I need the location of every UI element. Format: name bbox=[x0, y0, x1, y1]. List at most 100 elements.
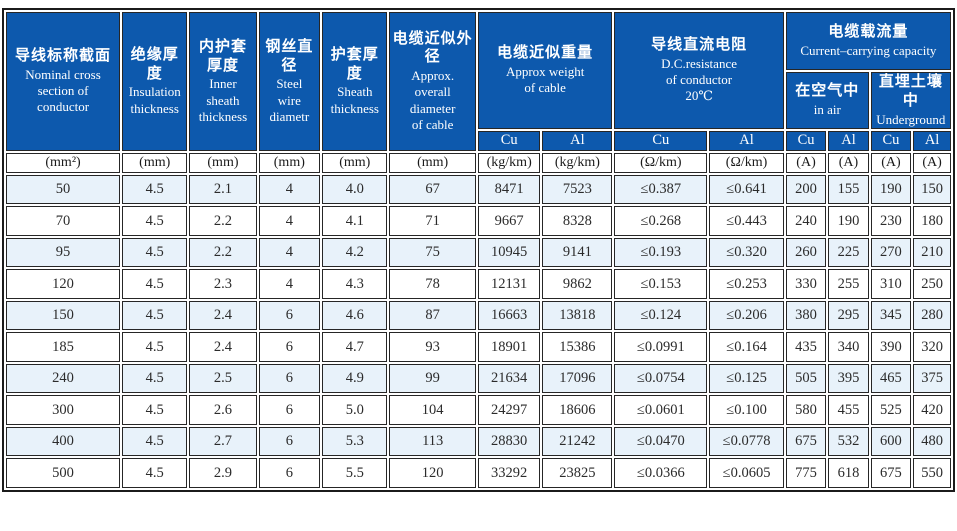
unit-cell-a: (A) bbox=[828, 152, 869, 173]
table-cell: 4.5 bbox=[122, 458, 188, 488]
table-cell: 2.2 bbox=[189, 206, 257, 236]
table-cell: 155 bbox=[828, 174, 869, 205]
table-cell: 9667 bbox=[477, 206, 541, 236]
col-header-steel-wire-diameter: 钢丝直径 Steel wire diametr bbox=[258, 12, 321, 151]
table-cell: ≤0.387 bbox=[614, 174, 708, 205]
table-cell: 8328 bbox=[542, 206, 613, 236]
table-cell: 4.5 bbox=[122, 237, 188, 268]
table-cell: 435 bbox=[785, 332, 827, 362]
col-header-insulation-zh: 绝缘厚度 bbox=[130, 46, 179, 82]
table-cell: 260 bbox=[785, 237, 827, 268]
table-cell: 185 bbox=[6, 332, 121, 362]
table-cell: 455 bbox=[828, 395, 869, 425]
table-row: 400 4.5 2.7 6 5.3 113 28830 21242 ≤0.0470 ≤0.0778… bbox=[6, 426, 951, 457]
table-cell: 12131 bbox=[477, 269, 541, 299]
table-cell: 2.4 bbox=[189, 300, 257, 331]
table-cell: 550 bbox=[913, 458, 951, 488]
table-cell: 390 bbox=[870, 332, 912, 362]
table-cell: 150 bbox=[913, 174, 951, 205]
table-cell: ≤0.443 bbox=[709, 206, 784, 236]
table-cell: 330 bbox=[785, 269, 827, 299]
col-header-sheath-en: Sheath thickness bbox=[330, 84, 379, 116]
col-header-sheath-thickness: 护套厚度 Sheath thickness bbox=[322, 12, 388, 151]
table-cell: 4.1 bbox=[322, 206, 388, 236]
table-cell: 225 bbox=[828, 237, 869, 268]
table-cell: 9862 bbox=[542, 269, 613, 299]
table-row: 150 4.5 2.4 6 4.6 87 16663 13818 ≤0.124 ≤0.206 380… bbox=[6, 300, 951, 331]
unit-cell-a: (A) bbox=[913, 152, 951, 173]
table-cell: 400 bbox=[6, 426, 121, 457]
table-cell: 255 bbox=[828, 269, 869, 299]
table-cell: 4.5 bbox=[122, 426, 188, 457]
table-cell: ≤0.125 bbox=[709, 363, 784, 394]
table-cell: 4.5 bbox=[122, 269, 188, 299]
group-header-resistance-zh: 导线直流电阻 bbox=[651, 37, 748, 54]
table-cell: 4 bbox=[258, 206, 321, 236]
table-cell: 17096 bbox=[542, 363, 613, 394]
col-header-nominal-cross-section: 导线标称截面 Nominal cross section of conducto… bbox=[6, 12, 121, 151]
table-cell: 4 bbox=[258, 174, 321, 205]
col-header-sheath-zh: 护套厚度 bbox=[330, 46, 379, 82]
col-header-inner-sheath-thickness: 内护套 厚度 Inner sheath thickness bbox=[189, 12, 257, 151]
table-row: 120 4.5 2.3 4 4.3 78 12131 9862 ≤0.153 ≤0.253 330 2… bbox=[6, 269, 951, 299]
group-header-weight-en: Approx weight of cable bbox=[505, 64, 585, 96]
unit-cell-ohm-km: (Ω/km) bbox=[709, 152, 784, 173]
table-cell: 2.1 bbox=[189, 174, 257, 205]
table-cell: ≤0.124 bbox=[614, 300, 708, 331]
table-cell: 580 bbox=[785, 395, 827, 425]
table-cell: 295 bbox=[828, 300, 869, 331]
table-row: 240 4.5 2.5 6 4.9 99 21634 17096 ≤0.0754 ≤0.125 50… bbox=[6, 363, 951, 394]
table-cell: 200 bbox=[785, 174, 827, 205]
table-cell: 113 bbox=[389, 426, 476, 457]
table-cell: 240 bbox=[6, 363, 121, 394]
metal-header-underground-al: Al bbox=[913, 130, 951, 151]
table-cell: 190 bbox=[828, 206, 869, 236]
table-cell: 505 bbox=[785, 363, 827, 394]
group-header-resistance-en: D.C.resistance of conductor 20℃ bbox=[661, 55, 737, 104]
table-cell: 6 bbox=[258, 426, 321, 457]
table-cell: ≤0.0605 bbox=[709, 458, 784, 488]
table-cell: 310 bbox=[870, 269, 912, 299]
table-cell: ≤0.0366 bbox=[614, 458, 708, 488]
table-cell: 120 bbox=[6, 269, 121, 299]
table-cell: 2.7 bbox=[189, 426, 257, 457]
table-cell: 4.5 bbox=[122, 395, 188, 425]
table-cell: 4.5 bbox=[122, 300, 188, 331]
table-cell: 2.2 bbox=[189, 237, 257, 268]
unit-cell-mm: (mm) bbox=[258, 152, 321, 173]
unit-cell-kg-km: (kg/km) bbox=[477, 152, 541, 173]
group-header-approx-weight: 电缆近似重量 Approx weight of cable bbox=[477, 12, 613, 129]
table-row: 70 4.5 2.2 4 4.1 71 9667 8328 ≤0.268 ≤0.443 240 190… bbox=[6, 206, 951, 236]
subgroup-underground-en: Underground bbox=[876, 111, 946, 127]
table-cell: 4.2 bbox=[322, 237, 388, 268]
table-cell: 675 bbox=[785, 426, 827, 457]
table-cell: 532 bbox=[828, 426, 869, 457]
table-cell: 4.9 bbox=[322, 363, 388, 394]
group-header-weight-zh: 电缆近似重量 bbox=[497, 45, 594, 62]
table-cell: 500 bbox=[6, 458, 121, 488]
table-cell: 270 bbox=[870, 237, 912, 268]
col-header-overall-diameter: 电缆近似外径 Approx. overall diameter of cable bbox=[389, 12, 476, 151]
table-cell: ≤0.0601 bbox=[614, 395, 708, 425]
unit-cell-mm: (mm) bbox=[122, 152, 188, 173]
table-cell: 16663 bbox=[477, 300, 541, 331]
table-cell: 23825 bbox=[542, 458, 613, 488]
subgroup-in-air-zh: 在空气中 bbox=[795, 83, 860, 100]
table-cell: 300 bbox=[6, 395, 121, 425]
table-cell: 775 bbox=[785, 458, 827, 488]
table-cell: ≤0.641 bbox=[709, 174, 784, 205]
col-header-insulation-thickness: 绝缘厚度 Insulation thickness bbox=[122, 12, 188, 151]
table-cell: ≤0.320 bbox=[709, 237, 784, 268]
table-cell: 465 bbox=[870, 363, 912, 394]
table-cell: 675 bbox=[870, 458, 912, 488]
group-header-capacity-zh: 电缆载流量 bbox=[828, 24, 909, 40]
table-cell: 250 bbox=[913, 269, 951, 299]
table-cell: 21634 bbox=[477, 363, 541, 394]
cable-spec-page: 导线标称截面 Nominal cross section of conducto… bbox=[2, 8, 955, 492]
subgroup-in-air-en: in air bbox=[813, 102, 841, 118]
group-header-dc-resistance: 导线直流电阻 D.C.resistance of conductor 20℃ bbox=[614, 12, 784, 129]
table-cell: ≤0.153 bbox=[614, 269, 708, 299]
table-cell: 2.6 bbox=[189, 395, 257, 425]
table-cell: 70 bbox=[6, 206, 121, 236]
table-row: 50 4.5 2.1 4 4.0 67 8471 7523 ≤0.387 ≤0.641 200 155… bbox=[6, 174, 951, 205]
